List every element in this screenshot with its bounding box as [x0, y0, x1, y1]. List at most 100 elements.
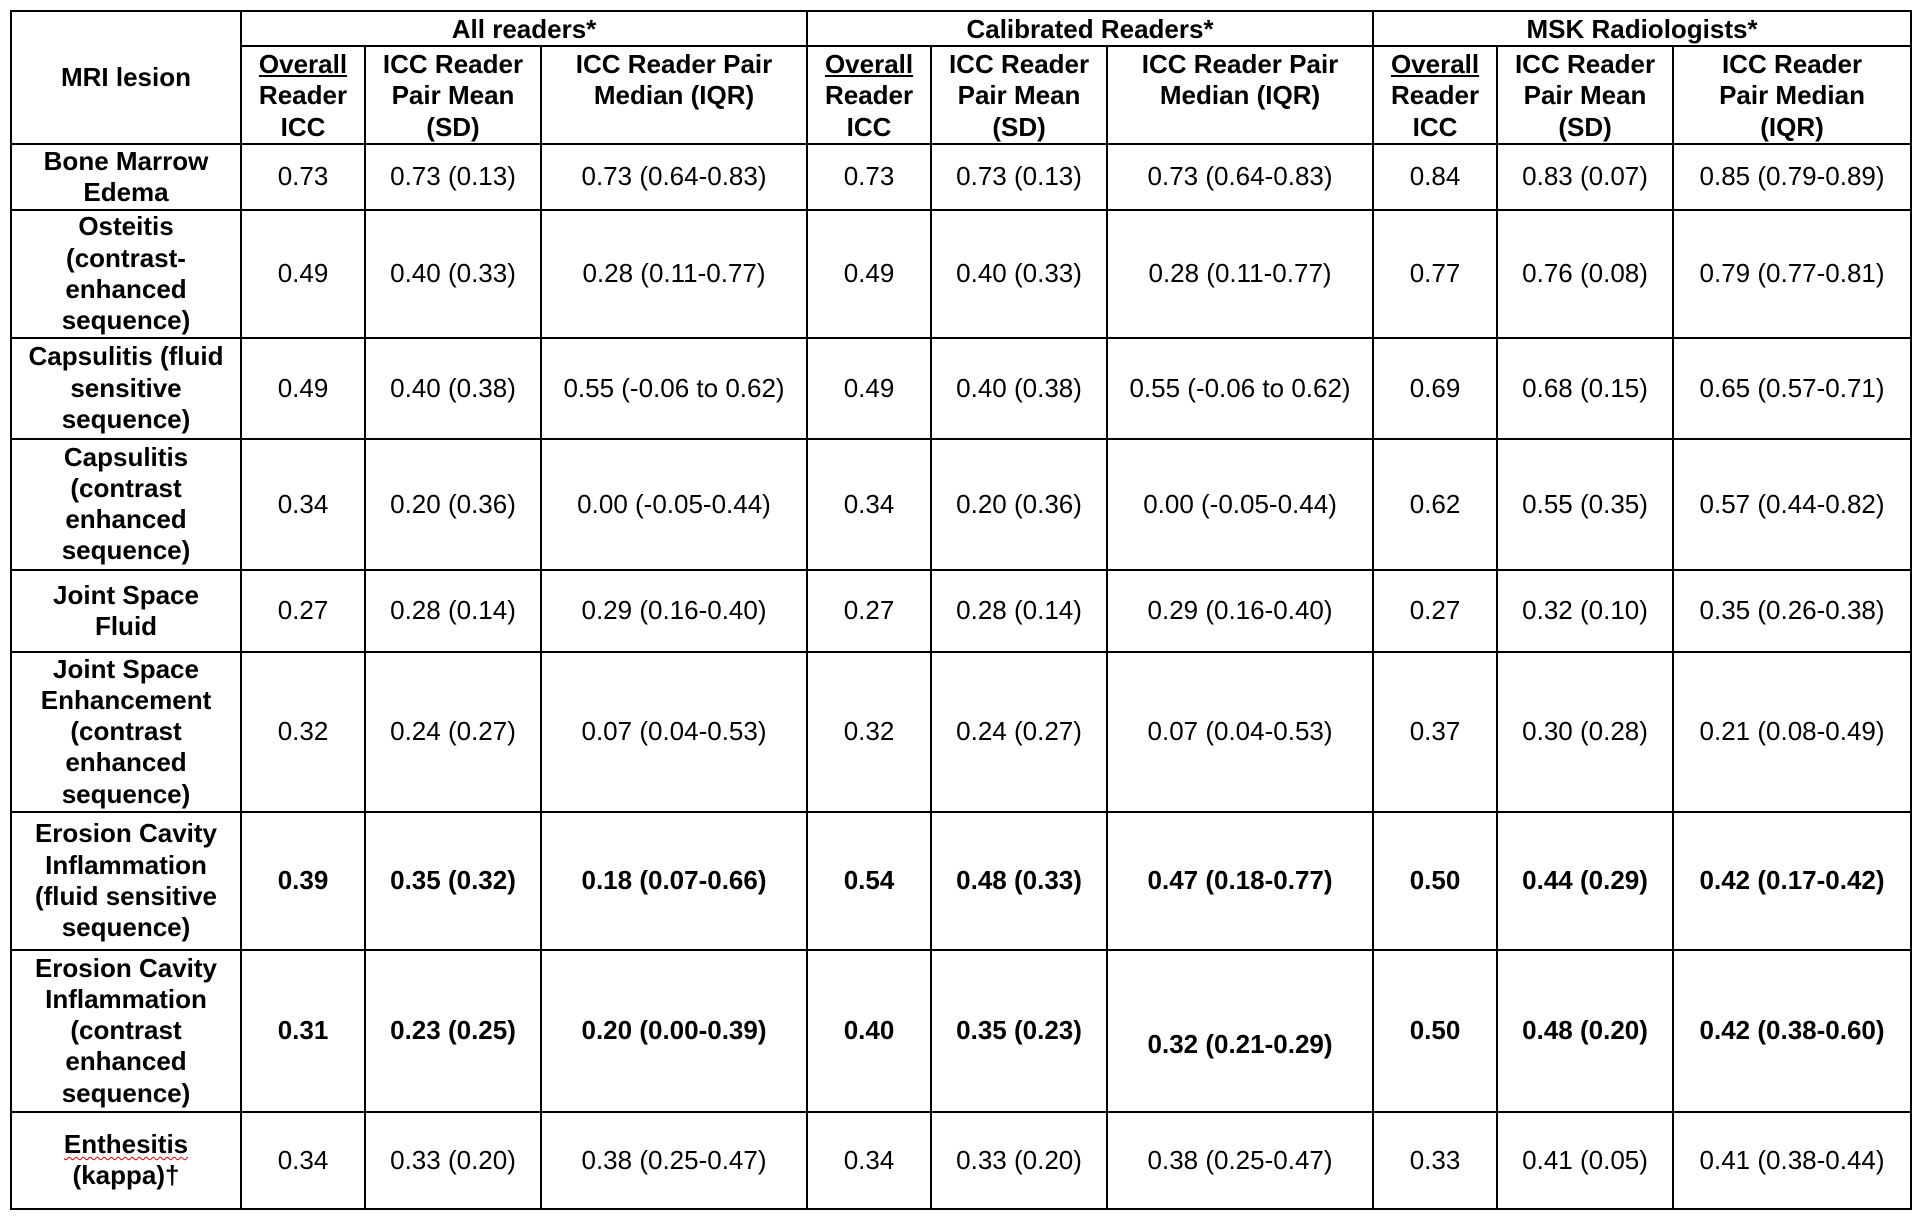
value-cell: 0.50 [1372, 810, 1499, 951]
value-cell: 0.68 (0.15) [1496, 336, 1675, 440]
group-header-all: All readers* [239, 9, 809, 48]
value-cell: 0.85 (0.79-0.89) [1672, 142, 1913, 211]
value-cell: 0.34 [806, 437, 933, 571]
value-cell: 0.33 (0.20) [364, 1110, 542, 1210]
value-cell: 0.34 [240, 437, 366, 571]
value-cell: 0.42 (0.38-0.60) [1672, 948, 1913, 1113]
lesion-cell: Erosion Cavity Inflammation (fluid sensi… [10, 810, 242, 951]
value-cell: 0.57 (0.44-0.82) [1672, 437, 1913, 571]
value-cell: 0.32 [240, 650, 366, 813]
value-cell: 0.27 [806, 568, 933, 653]
value-cell: 0.73 (0.13) [930, 142, 1109, 211]
value-cell: 0.32 (0.21-0.29) [1106, 948, 1375, 1113]
value-cell: 0.55 (-0.06 to 0.62) [1106, 336, 1375, 440]
value-cell: 0.48 (0.33) [930, 810, 1109, 951]
table-row: Capsulitis (fluid sensitive sequence) 0.… [10, 336, 1913, 440]
value-cell: 0.20 (0.36) [930, 437, 1109, 571]
subheader-pair-median: ICC Reader Pair Median (IQR) [1106, 45, 1375, 145]
lesion-cell: Osteitis (contrast-enhanced sequence) [10, 208, 242, 339]
subheader-overall: Overall Reader ICC [1372, 45, 1499, 145]
value-cell: 0.24 (0.27) [364, 650, 542, 813]
lesion-cell: Capsulitis (contrast enhanced sequence) [10, 437, 242, 571]
value-cell: 0.30 (0.28) [1496, 650, 1675, 813]
value-cell: 0.20 (0.36) [364, 437, 542, 571]
value-cell: 0.32 (0.10) [1496, 568, 1675, 653]
value-cell: 0.73 [240, 142, 366, 211]
value-cell: 0.40 (0.33) [930, 208, 1109, 339]
lesion-cell: Bone Marrow Edema [10, 142, 242, 211]
value-cell: 0.27 [1372, 568, 1499, 653]
value-cell: 0.83 (0.07) [1496, 142, 1675, 211]
value-cell: 0.40 [806, 948, 933, 1113]
value-cell: 0.50 [1372, 948, 1499, 1113]
subheader-pair-mean: ICC Reader Pair Mean (SD) [1496, 45, 1675, 145]
table-row: Erosion Cavity Inflammation (contrast en… [10, 948, 1913, 1113]
value-cell: 0.20 (0.00-0.39) [539, 948, 809, 1113]
value-cell: 0.54 [806, 810, 933, 951]
value-cell: 0.41 (0.38-0.44) [1672, 1110, 1913, 1210]
value-cell: 0.41 (0.05) [1496, 1110, 1675, 1210]
subheader-overall: Overall Reader ICC [806, 45, 933, 145]
value-cell: 0.76 (0.08) [1496, 208, 1675, 339]
value-cell: 0.28 (0.11-0.77) [539, 208, 809, 339]
value-cell: 0.55 (-0.06 to 0.62) [539, 336, 809, 440]
value-cell: 0.40 (0.33) [364, 208, 542, 339]
value-cell: 0.29 (0.16-0.40) [539, 568, 809, 653]
value-cell: 0.42 (0.17-0.42) [1672, 810, 1913, 951]
value-cell: 0.35 (0.26-0.38) [1672, 568, 1913, 653]
value-cell: 0.37 [1372, 650, 1499, 813]
table-row: Osteitis (contrast-enhanced sequence) 0.… [10, 208, 1913, 339]
spellcheck-word: Enthesitis [63, 1129, 189, 1160]
corner-header: MRI lesion [10, 10, 242, 145]
value-cell: 0.73 (0.13) [364, 142, 542, 211]
group-header-calibrated: Calibrated Readers* [806, 9, 1375, 48]
value-cell: 0.62 [1372, 437, 1499, 571]
value-cell: 0.40 (0.38) [930, 336, 1109, 440]
value-cell: 0.73 (0.64-0.83) [1106, 142, 1375, 211]
value-cell: 0.77 [1372, 208, 1499, 339]
value-cell: 0.35 (0.32) [364, 810, 542, 951]
group-header-row: MRI lesion All readers* Calibrated Reade… [10, 9, 1913, 145]
value-cell: 0.34 [240, 1110, 366, 1210]
value-cell: 0.28 (0.11-0.77) [1106, 208, 1375, 339]
value-cell: 0.65 (0.57-0.71) [1672, 336, 1913, 440]
subheader-pair-median: ICC Reader Pair Median (IQR) [1672, 45, 1913, 145]
table-row: Capsulitis (contrast enhanced sequence) … [10, 437, 1913, 571]
lesion-cell: Capsulitis (fluid sensitive sequence) [10, 336, 242, 440]
icc-table: MRI lesion All readers* Calibrated Reade… [10, 9, 1913, 1210]
value-cell: 0.32 [806, 650, 933, 813]
value-cell: 0.28 (0.14) [364, 568, 542, 653]
value-cell: 0.79 (0.77-0.81) [1672, 208, 1913, 339]
table-row: Bone Marrow Edema 0.73 0.73 (0.13) 0.73 … [10, 142, 1913, 211]
value-cell: 0.40 (0.38) [364, 336, 542, 440]
sub-header-row: Overall Reader ICC ICC Reader Pair Mean (S… [11, 45, 1913, 145]
subheader-pair-mean: ICC Reader Pair Mean (SD) [930, 45, 1109, 145]
value-cell: 0.07 (0.04-0.53) [1106, 650, 1375, 813]
value-cell: 0.49 [240, 336, 366, 440]
value-cell: 0.21 (0.08-0.49) [1672, 650, 1913, 813]
value-cell: 0.73 (0.64-0.83) [539, 142, 809, 211]
value-cell: 0.29 (0.16-0.40) [1106, 568, 1375, 653]
value-cell: 0.73 [806, 142, 933, 211]
subheader-overall: Overall Reader ICC [240, 45, 366, 145]
lesion-cell: Erosion Cavity Inflammation (contrast en… [10, 948, 242, 1113]
value-cell: 0.33 (0.20) [930, 1110, 1109, 1210]
value-cell: 0.48 (0.20) [1496, 948, 1675, 1113]
value-cell: 0.49 [240, 208, 366, 339]
table-row: Enthesitis (kappa)† 0.34 0.33 (0.20) 0.38… [10, 1110, 1913, 1210]
value-cell: 0.55 (0.35) [1496, 437, 1675, 571]
lesion-cell: Joint Space Fluid [10, 568, 242, 653]
value-cell: 0.35 (0.23) [930, 948, 1109, 1113]
value-cell: 0.28 (0.14) [930, 568, 1109, 653]
value-cell: 0.34 [806, 1110, 933, 1210]
value-cell: 0.24 (0.27) [930, 650, 1109, 813]
value-cell: 0.07 (0.04-0.53) [539, 650, 809, 813]
value-cell: 0.49 [806, 336, 933, 440]
value-cell: 0.38 (0.25-0.47) [1106, 1110, 1375, 1210]
lesion-cell: Enthesitis (kappa)† [10, 1110, 242, 1210]
table-row: Joint Space Enhancement (contrast enhanc… [10, 650, 1913, 813]
value-cell: 0.38 (0.25-0.47) [539, 1110, 809, 1210]
value-cell: 0.00 (-0.05-0.44) [539, 437, 809, 571]
value-cell: 0.31 [240, 948, 366, 1113]
value-cell: 0.18 (0.07-0.66) [539, 810, 809, 951]
